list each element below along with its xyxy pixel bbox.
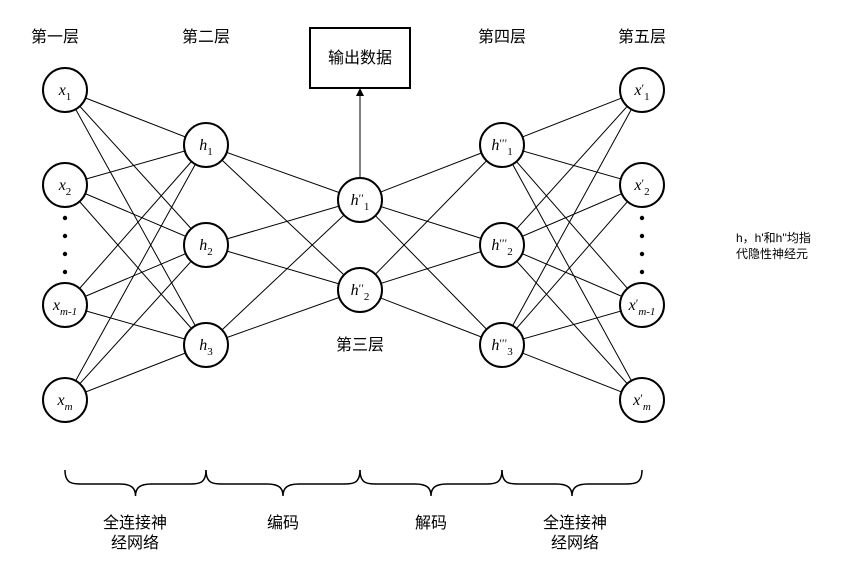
edge	[65, 245, 206, 400]
brace	[65, 470, 206, 496]
edge	[206, 245, 360, 290]
edge	[360, 200, 502, 345]
note-line1: h，h'和h''均指	[736, 230, 811, 245]
note-line2: 代隐性神经元	[736, 247, 808, 261]
output-arrowhead	[356, 88, 364, 96]
layer-title: 第五层	[618, 28, 666, 46]
edge	[65, 185, 206, 345]
edge	[502, 145, 642, 305]
neuron-node	[43, 378, 87, 422]
edge	[206, 200, 360, 345]
edge	[360, 145, 502, 290]
layer-title: 第三层	[336, 336, 384, 354]
brace	[502, 470, 642, 496]
brace	[360, 470, 502, 496]
ellipsis-dot	[640, 216, 644, 220]
ellipsis-dot	[63, 252, 67, 256]
ellipsis-dot	[640, 270, 644, 274]
bottom-label: 编码	[267, 514, 299, 532]
edge	[502, 90, 642, 245]
edge	[65, 145, 206, 305]
bottom-label-line2: 经网络	[551, 533, 599, 552]
edge	[65, 90, 206, 245]
bottom-label: 全连接神	[543, 514, 607, 532]
neuron-node	[43, 283, 87, 327]
ellipsis-dot	[63, 270, 67, 274]
brace	[206, 470, 360, 496]
ellipsis-dot	[63, 234, 67, 238]
ellipsis-dot	[640, 252, 644, 256]
layer-title: 第四层	[478, 28, 526, 46]
neuron-node	[620, 283, 664, 327]
edge	[206, 145, 360, 290]
edge	[206, 200, 360, 245]
bottom-label: 全连接神	[103, 514, 167, 532]
bottom-label-line2: 经网络	[111, 533, 159, 552]
layer-title: 第二层	[182, 28, 230, 46]
ellipsis-dot	[640, 234, 644, 238]
edge	[206, 145, 360, 200]
ellipsis-dot	[63, 216, 67, 220]
layer-title: 第一层	[31, 28, 79, 46]
edge	[502, 245, 642, 400]
edge	[502, 185, 642, 345]
bottom-label: 解码	[415, 514, 447, 532]
output-box-label: 输出数据	[328, 49, 392, 67]
